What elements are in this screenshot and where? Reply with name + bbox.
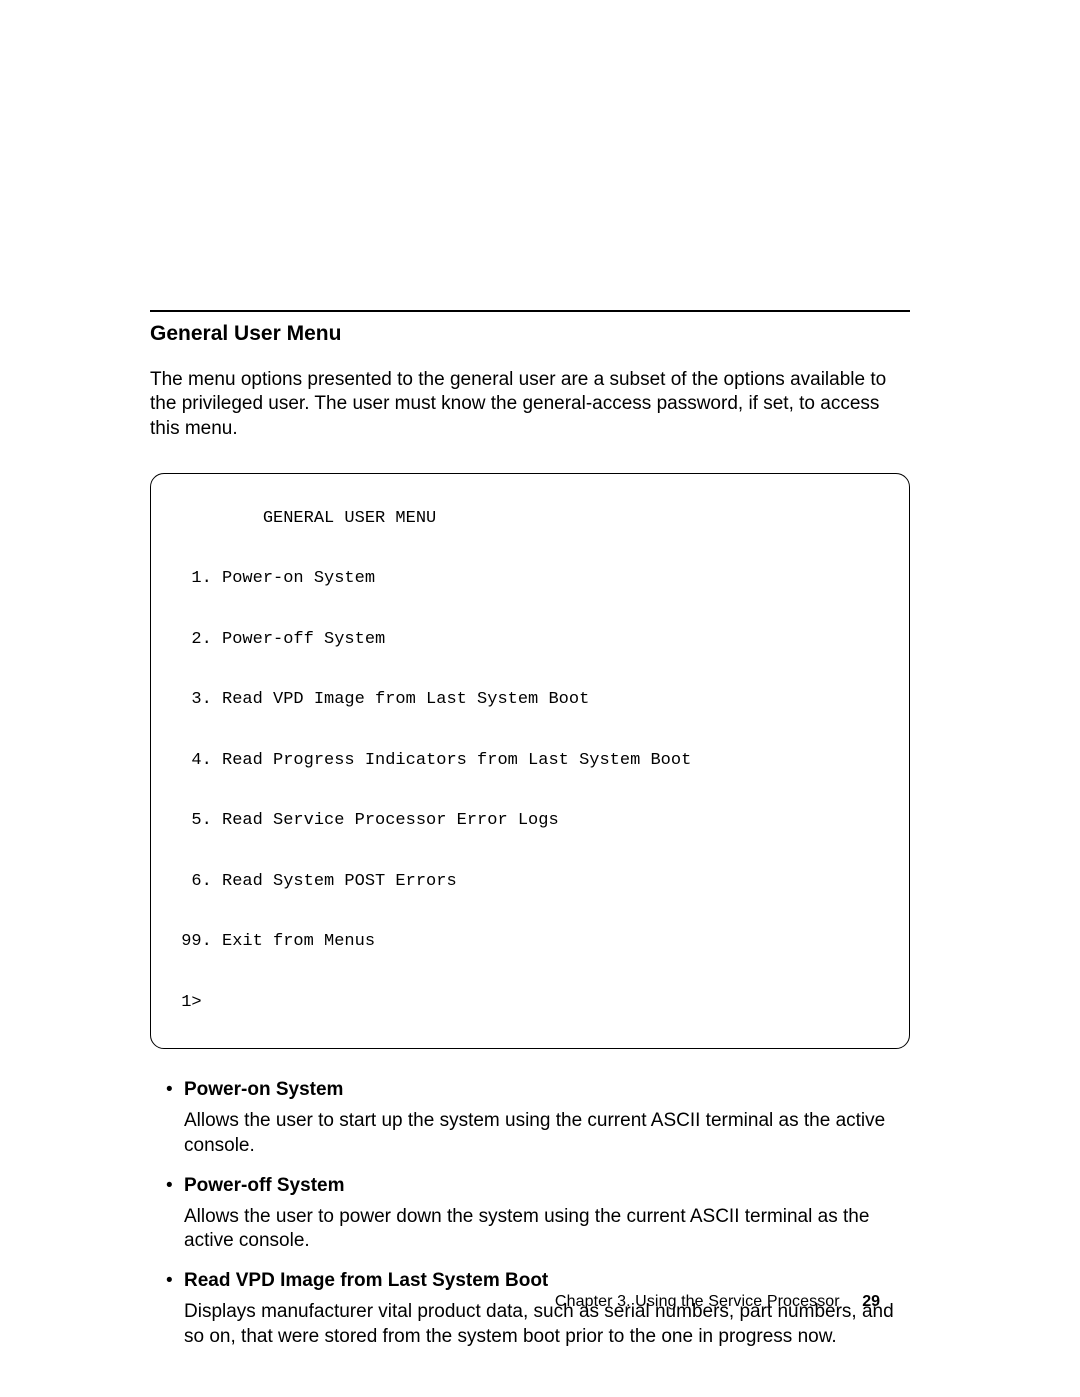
terminal-output: GENERAL USER MENU 1. Power-on System 2. … [171, 504, 889, 1018]
bullet-description: Allows the user to power down the system… [184, 1205, 910, 1254]
bullet-dot-icon: • [166, 1175, 184, 1197]
section-rule [150, 310, 910, 312]
bullet-dot-icon: • [166, 1079, 184, 1101]
page-footer: Chapter 3. Using the Service Processor 2… [555, 1293, 880, 1311]
bullet-title: Power-on System [184, 1079, 343, 1101]
footer-page-number: 29 [862, 1293, 880, 1310]
footer-chapter: Chapter 3. Using the Service Processor [555, 1293, 840, 1310]
bullet-description: Allows the user to start up the system u… [184, 1109, 910, 1158]
bullet-title: Read VPD Image from Last System Boot [184, 1270, 548, 1292]
bullet-row: • Power-on System [166, 1079, 910, 1101]
section-heading: General User Menu [150, 322, 910, 346]
list-item: • Power-off System Allows the user to po… [166, 1175, 910, 1254]
list-item: • Power-on System Allows the user to sta… [166, 1079, 910, 1158]
document-page: General User Menu The menu options prese… [0, 0, 1080, 1397]
intro-paragraph: The menu options presented to the genera… [150, 368, 910, 441]
bullet-row: • Read VPD Image from Last System Boot [166, 1270, 910, 1292]
terminal-box: GENERAL USER MENU 1. Power-on System 2. … [150, 473, 910, 1049]
bullet-title: Power-off System [184, 1175, 344, 1197]
bullet-row: • Power-off System [166, 1175, 910, 1197]
bullet-dot-icon: • [166, 1270, 184, 1292]
